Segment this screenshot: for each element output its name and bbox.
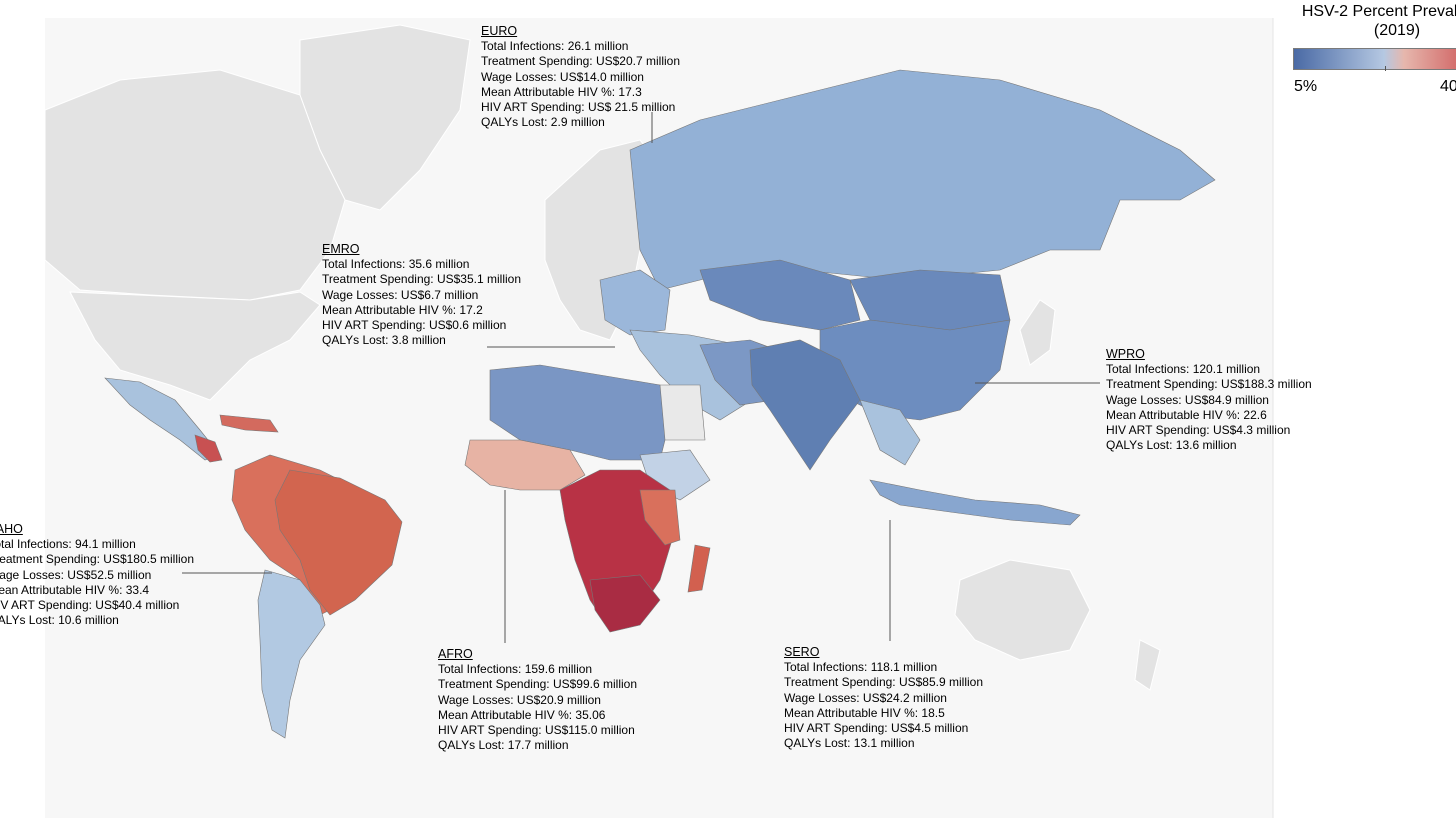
central-america-shape	[194, 434, 223, 463]
indonesia-shape	[869, 479, 1081, 526]
euro-hiv-art: HIV ART Spending: US$ 21.5 million	[481, 100, 676, 115]
wpro-wage-losses: Wage Losses: US$84.9 million	[1106, 392, 1269, 407]
paho-mean-hiv: Mean Attributable HIV %: 33.4	[0, 582, 150, 597]
euro-mean-hiv: Mean Attributable HIV %: 17.3	[481, 84, 642, 99]
paho-title: PAHO	[0, 522, 23, 536]
east-africa-shape	[639, 489, 681, 546]
emro-treatment-spending: Treatment Spending: US$35.1 million	[322, 272, 521, 287]
paho-annotation: PAHO Total Infections: 94.1 million Trea…	[0, 522, 194, 628]
wpro-annotation: WPRO Total Infections: 120.1 million Tre…	[1106, 347, 1312, 453]
sero-qalys: QALYs Lost: 13.1 million	[784, 736, 915, 751]
sero-mean-hiv: Mean Attributable HIV %: 18.5	[784, 705, 945, 720]
caribbean-shape	[219, 414, 279, 433]
euro-qalys: QALYs Lost: 2.9 million	[481, 115, 605, 130]
egypt-shape	[659, 384, 706, 441]
canada-shape	[44, 69, 346, 301]
afro-wage-losses: Wage Losses: US$20.9 million	[438, 692, 601, 707]
legend-color-bar	[1293, 48, 1456, 70]
paho-wage-losses: Wage Losses: US$52.5 million	[0, 567, 152, 582]
afro-title: AFRO	[438, 647, 473, 661]
wpro-mean-hiv: Mean Attributable HIV %: 22.6	[1106, 407, 1267, 422]
euro-treatment-spending: Treatment Spending: US$20.7 million	[481, 54, 680, 69]
sero-total-infections: Total Infections: 118.1 million	[784, 660, 938, 675]
new-zealand-shape	[1134, 639, 1161, 691]
wpro-title: WPRO	[1106, 347, 1145, 361]
emro-annotation: EMRO Total Infections: 35.6 million Trea…	[322, 242, 521, 348]
legend-title: HSV-2 Percent Prevalence (2019)	[1272, 2, 1456, 40]
afro-total-infections: Total Infections: 159.6 million	[438, 662, 593, 677]
afro-annotation: AFRO Total Infections: 159.6 million Tre…	[438, 647, 637, 753]
emro-wage-losses: Wage Losses: US$6.7 million	[322, 287, 479, 302]
south-asia-shape	[749, 339, 861, 471]
legend-title-line1: HSV-2 Percent Prevalence	[1301, 3, 1456, 20]
emro-qalys: QALYs Lost: 3.8 million	[322, 333, 446, 348]
emro-title: EMRO	[322, 242, 360, 256]
legend-min-label: 5%	[1294, 78, 1318, 95]
euro-title: EURO	[481, 24, 518, 38]
emro-hiv-art: HIV ART Spending: US$0.6 million	[322, 318, 507, 333]
afro-mean-hiv: Mean Attributable HIV %: 35.06	[438, 707, 606, 722]
legend-tick	[1385, 66, 1386, 71]
southeast-asia-shape	[859, 399, 921, 466]
paho-total-infections: Total Infections: 94.1 million	[0, 537, 136, 552]
emro-mean-hiv: Mean Attributable HIV %: 17.2	[322, 302, 483, 317]
afro-qalys: QALYs Lost: 17.7 million	[438, 738, 569, 753]
southern-africa-shape	[589, 574, 661, 633]
euro-total-infections: Total Infections: 26.1 million	[481, 39, 629, 54]
prevalence-legend: HSV-2 Percent Prevalence (2019) 5% 40%	[1262, 0, 1456, 100]
wpro-total-infections: Total Infections: 120.1 million	[1106, 362, 1261, 377]
sero-title: SERO	[784, 645, 820, 659]
australia-shape	[954, 559, 1091, 661]
sero-hiv-art: HIV ART Spending: US$4.5 million	[784, 721, 969, 736]
paho-qalys: QALYs Lost: 10.6 million	[0, 613, 119, 628]
afro-treatment-spending: Treatment Spending: US$99.6 million	[438, 677, 637, 692]
euro-annotation: EURO Total Infections: 26.1 million Trea…	[481, 24, 680, 130]
legend-max-label: 40%	[1440, 78, 1456, 95]
eastern-europe-shape	[599, 269, 671, 336]
wpro-treatment-spending: Treatment Spending: US$188.3 million	[1106, 377, 1312, 392]
usa-shape	[69, 291, 321, 401]
sero-wage-losses: Wage Losses: US$24.2 million	[784, 690, 947, 705]
afro-hiv-art: HIV ART Spending: US$115.0 million	[438, 723, 635, 738]
sero-treatment-spending: Treatment Spending: US$85.9 million	[784, 675, 983, 690]
central-asia-shape	[699, 259, 861, 331]
wpro-qalys: QALYs Lost: 13.6 million	[1106, 438, 1237, 453]
emro-total-infections: Total Infections: 35.6 million	[322, 257, 470, 272]
brazil-shape	[274, 469, 403, 616]
wpro-hiv-art: HIV ART Spending: US$4.3 million	[1106, 423, 1291, 438]
euro-wage-losses: Wage Losses: US$14.0 million	[481, 69, 644, 84]
legend-title-line2: (2019)	[1373, 22, 1421, 39]
sero-annotation: SERO Total Infections: 118.1 million Tre…	[784, 645, 983, 751]
paho-hiv-art: HIV ART Spending: US$40.4 million	[0, 598, 180, 613]
madagascar-shape	[687, 544, 711, 593]
paho-treatment-spending: Treatment Spending: US$180.5 million	[0, 552, 194, 567]
south-america-south-shape	[257, 569, 326, 739]
japan-shape	[1019, 299, 1056, 366]
